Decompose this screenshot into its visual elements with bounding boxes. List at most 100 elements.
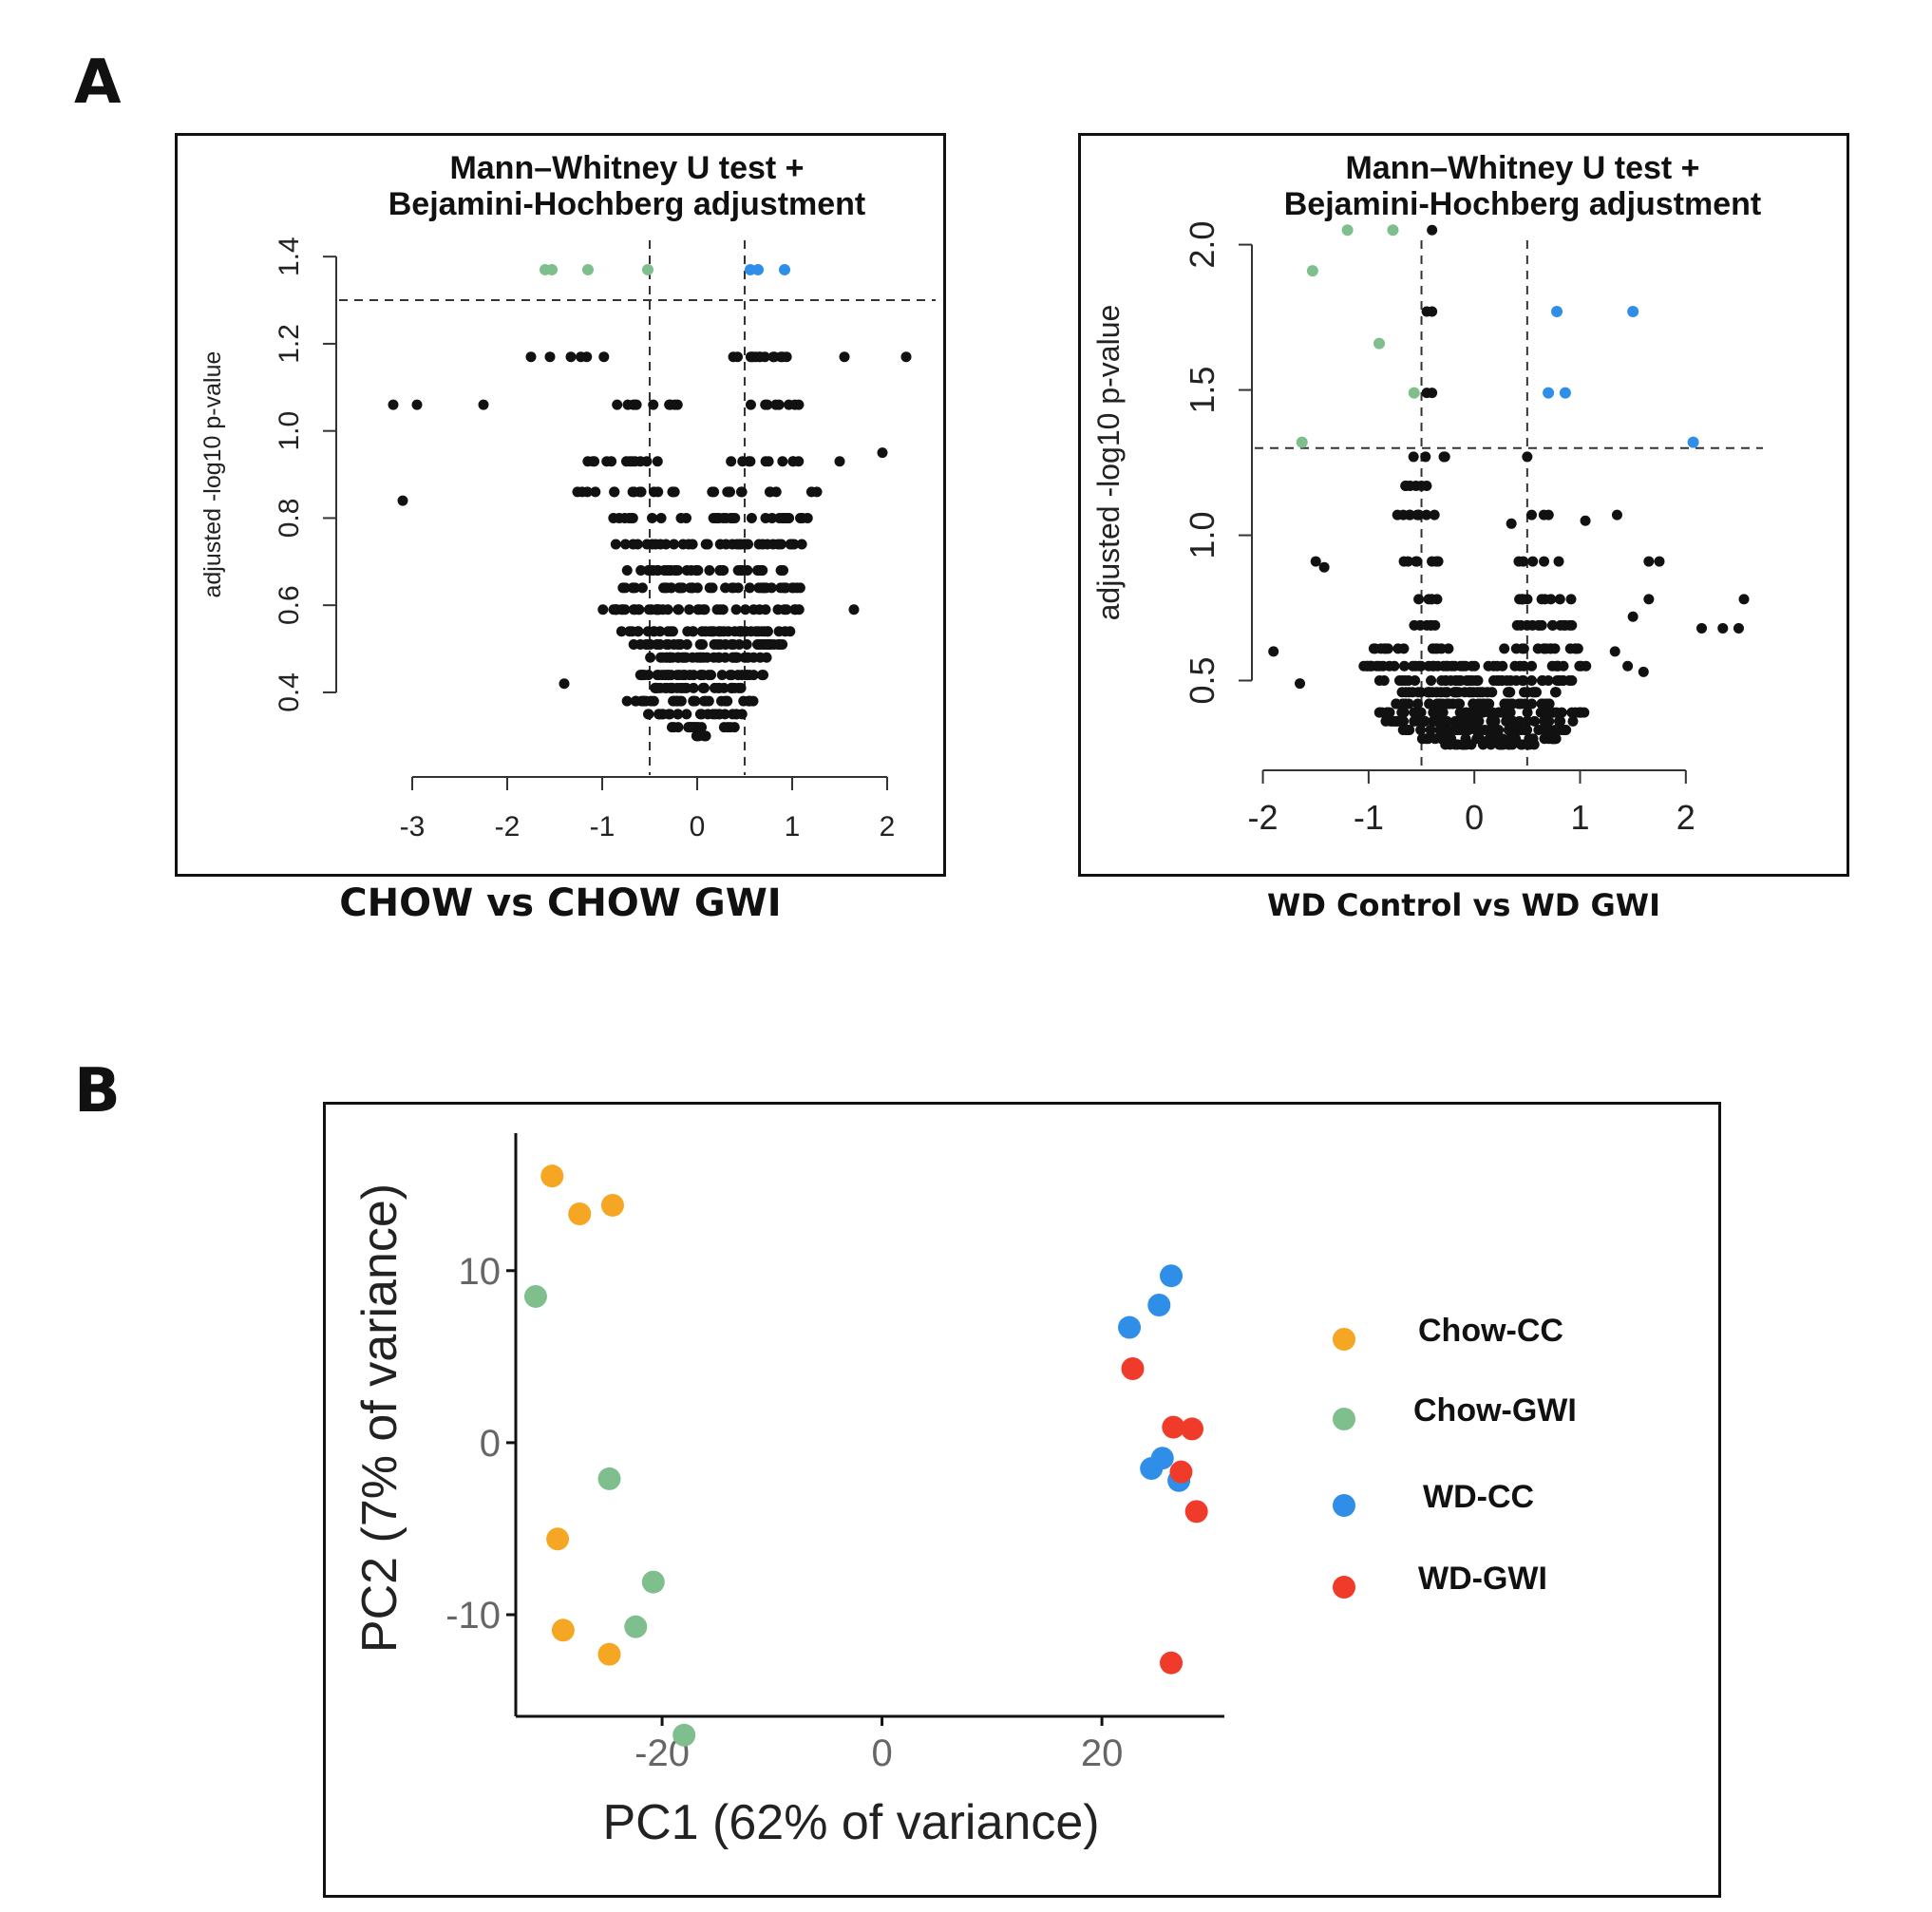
chow-point [688,695,699,707]
chow-point [753,638,765,650]
chow-y-tick-label: 1.4 [274,237,305,276]
chow-point [672,709,684,720]
chow-point [610,539,621,550]
wd-title-line: Bejamini-Hochberg adjustment [1284,186,1762,222]
chow-x-tick-label: -1 [590,811,616,842]
pca-point-chow-gwi [624,1615,648,1638]
chow-point [665,682,676,693]
wd-point [1527,687,1539,698]
wd-point [1494,739,1506,750]
wd-point [1295,678,1306,690]
chow-point [630,695,641,707]
chow-point [650,682,661,693]
pca-point-wd-gwi [1181,1417,1204,1441]
wd-point [1416,733,1428,745]
wd-point [1391,698,1402,710]
pca-x-tick-label: 0 [871,1732,892,1774]
panel-label-a: A [74,47,122,118]
legend-marker-wd-gwi [1333,1576,1355,1599]
chow-point [657,652,669,663]
wd-point [1526,660,1538,672]
chow-point [702,709,713,720]
pca-point-wd-cc [1147,1294,1171,1316]
wd-point [1398,707,1410,718]
chow-y-tick-label: 0.8 [274,499,305,539]
wd-significant-point [1341,224,1354,237]
pca-point-wd-cc [1150,1447,1174,1470]
chow-point [729,626,740,637]
chow-point [654,638,666,650]
chow-x-tick-label: 2 [880,811,896,842]
wd-point [1550,733,1562,745]
chow-point [544,351,556,363]
wd-point [1400,675,1411,687]
pca-point-chow-cc [568,1202,592,1226]
wd-x-tick-label: -2 [1248,798,1279,837]
chow-point [684,670,695,681]
chow-point [748,670,759,681]
chow-point [789,604,801,615]
chow-point [688,682,699,693]
chow-point [692,604,704,615]
chow-point [721,695,732,707]
wd-point [1516,739,1527,750]
wd-point [1541,643,1552,654]
wd-point [1378,643,1390,654]
chow-point [628,638,639,650]
chow-point [645,695,656,707]
chow-point [700,626,711,637]
chow-point [727,582,738,594]
chow-point [877,447,888,459]
chow-point [704,564,715,576]
chow-point [727,709,738,720]
wd-point [1515,619,1526,631]
chow-point [760,512,771,523]
chow-point [616,626,627,637]
pca-point-chow-cc [597,1642,621,1666]
wd-title-line: Mann–Whitney U test + [1345,150,1699,186]
chow-point [673,582,685,594]
wd-point [1460,660,1471,672]
pca-point-wd-gwi [1184,1500,1208,1524]
pca-y-tick-label: 10 [459,1251,502,1293]
wd-point [1408,451,1419,463]
wd-point [1411,556,1422,567]
wd-x-tick-label: 0 [1465,798,1484,837]
chow-point [626,626,637,637]
chow-point [775,539,786,550]
wd-point [1487,687,1498,698]
chow-point [670,399,681,410]
chow-significant-point [582,263,594,275]
chow-point [725,670,736,681]
wd-point [1398,556,1410,567]
chow-point [848,604,860,615]
chow-point [764,486,775,498]
wd-point [1483,660,1494,672]
pca-point-wd-gwi [1160,1651,1184,1675]
chow-point [683,539,694,550]
chow-point [707,582,718,594]
chow-point [628,582,639,594]
wd-point [1533,725,1544,736]
chow-point [590,486,601,498]
chow-point [834,456,845,467]
wd-point [1579,707,1590,718]
wd-point [1413,594,1425,605]
pca-point-wd-cc [1118,1316,1142,1339]
chow-point [734,539,746,550]
chow-point [709,638,720,650]
wd-point [1543,707,1554,718]
chow-point [576,351,587,363]
pca-point-chow-gwi [597,1467,621,1490]
wd-point [1553,556,1564,567]
chow-point [724,486,735,498]
chow-point [710,512,722,523]
wd-point [1439,451,1450,463]
chow-point [712,652,724,663]
wd-point [1526,698,1538,710]
chow-y-tick-label: 1.0 [274,411,305,451]
wd-point [1415,725,1427,736]
panel-label-b: B [74,1056,121,1126]
pca-point-chow-gwi [672,1723,696,1747]
chow-point [658,564,670,576]
